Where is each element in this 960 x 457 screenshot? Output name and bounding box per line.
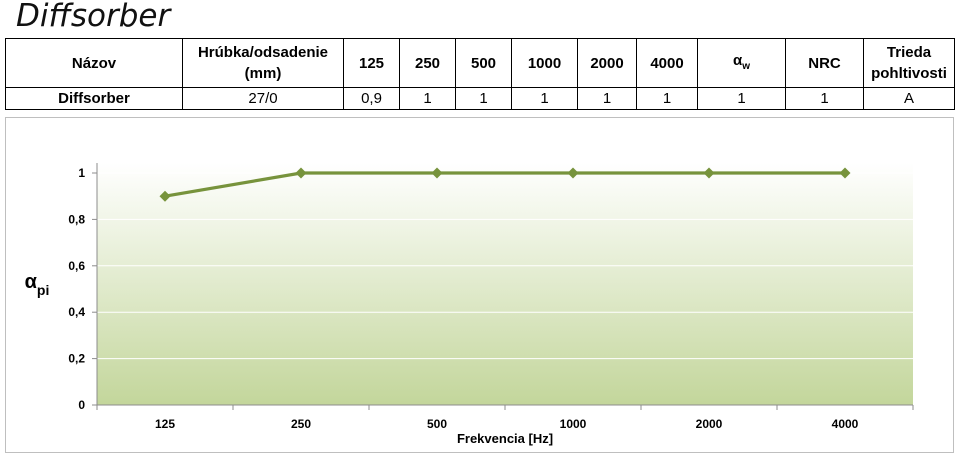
cell-alpha-w: 1 <box>697 87 786 110</box>
header-nrc: NRC <box>785 38 864 88</box>
acoustic-specs-table: Názov Hrúbka/odsadenie (mm) 125 250 500 … <box>5 38 955 110</box>
alpha-w-subscript: w <box>742 60 750 72</box>
header-1000: 1000 <box>511 38 578 88</box>
header-name: Názov <box>5 38 183 88</box>
y-axis-label-subscript: pi <box>37 282 49 298</box>
header-thickness: Hrúbka/odsadenie (mm) <box>182 38 344 88</box>
data-point-marker <box>431 167 443 179</box>
data-point-marker <box>567 167 579 179</box>
x-tick-label: 1000 <box>560 417 587 431</box>
cell-1000: 1 <box>511 87 578 110</box>
series <box>159 167 851 202</box>
cell-name: Diffsorber <box>5 87 183 110</box>
x-axis-label: Frekvencia [Hz] <box>457 431 553 446</box>
plot-area <box>97 163 913 405</box>
x-tick-label: 4000 <box>832 417 859 431</box>
cell-absorption-class: A <box>863 87 955 110</box>
header-absorption-class: Trieda pohltivosti <box>863 38 955 88</box>
y-tick-label: 0,4 <box>68 305 85 319</box>
axes <box>92 163 914 410</box>
cell-thickness: 27/0 <box>182 87 344 110</box>
data-point-marker <box>703 167 715 179</box>
cell-250: 1 <box>399 87 456 110</box>
cell-500: 1 <box>455 87 512 110</box>
header-250: 250 <box>399 38 456 88</box>
page-title: Diffsorber <box>16 0 171 34</box>
header-2000: 2000 <box>577 38 637 88</box>
y-tick-label: 0,6 <box>68 259 85 273</box>
x-tick-label: 2000 <box>696 417 723 431</box>
cell-nrc: 1 <box>785 87 864 110</box>
table-row: Diffsorber 27/0 0,9 1 1 1 1 1 1 1 A <box>5 87 955 110</box>
y-tick-label: 1 <box>78 166 85 180</box>
data-point-marker <box>295 167 307 179</box>
y-axis-label: αpi <box>25 271 50 298</box>
cell-125: 0,9 <box>343 87 400 110</box>
table-header-row: Názov Hrúbka/odsadenie (mm) 125 250 500 … <box>5 38 955 88</box>
x-tick-label: 250 <box>291 417 311 431</box>
tick-labels: 0 0,2 0,4 0,6 0,8 1 125 250 500 1000 2000 4000 <box>68 166 858 431</box>
alpha-w-symbol: α <box>732 51 743 69</box>
chart-frame <box>5 117 954 453</box>
x-tick-label: 125 <box>155 417 175 431</box>
data-point-marker <box>839 167 851 179</box>
series-line <box>164 171 845 198</box>
x-tick-label: 500 <box>427 417 447 431</box>
y-tick-label: 0,2 <box>68 352 85 366</box>
y-tick-label: 0,8 <box>68 212 85 226</box>
y-axis-label-symbol: α <box>25 271 38 293</box>
data-point-marker <box>159 190 171 202</box>
header-500: 500 <box>455 38 512 88</box>
y-tick-label: 0 <box>78 398 85 412</box>
